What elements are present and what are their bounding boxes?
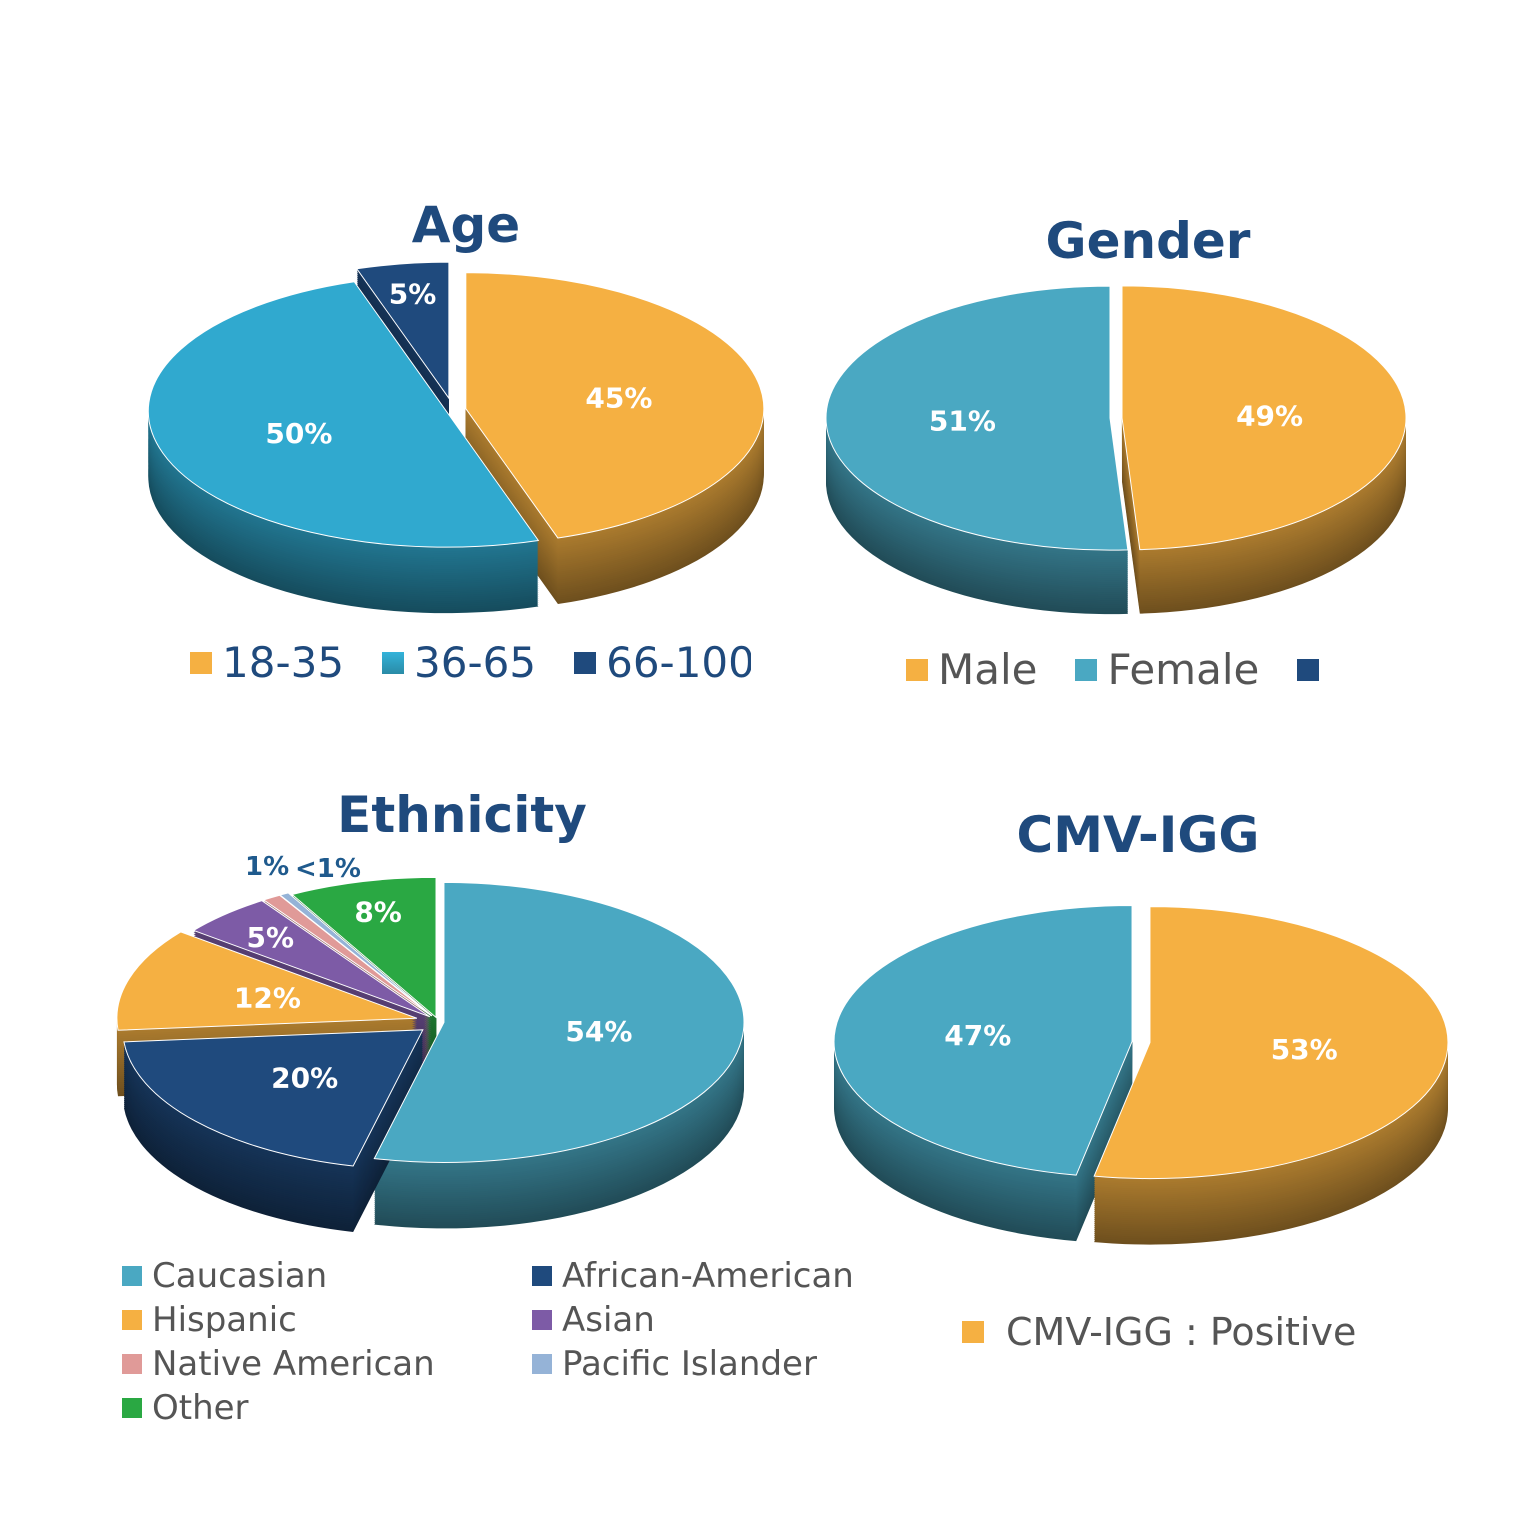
pie-slice-18-35	[465, 272, 765, 539]
data-label: 47%	[944, 1019, 1011, 1052]
legend-item-cmv-positive: CMV-IGG : Positive	[962, 1310, 1356, 1354]
legend-swatch	[122, 1266, 142, 1286]
legend-item-caucasian: Caucasian	[122, 1256, 532, 1296]
pie-slice-hispanic	[116, 931, 418, 1031]
legend-swatch	[122, 1310, 142, 1330]
legend-item-pacific-islander: Pacific Islander	[532, 1344, 892, 1384]
pie-slice-other	[291, 876, 437, 1019]
age-legend: 18-35 36-65 66-100	[190, 638, 789, 687]
legend-label: Caucasian	[152, 1256, 328, 1296]
gender-legend: Male Female	[906, 645, 1367, 694]
ethnicity-legend: Caucasian African-American Hispanic Asia…	[122, 1256, 892, 1428]
pie-slice-pacific-islander	[278, 892, 433, 1017]
data-label: 5%	[389, 277, 437, 310]
legend-swatch	[962, 1321, 984, 1343]
legend-item-male: Male	[906, 645, 1037, 694]
legend-label: Native American	[152, 1344, 435, 1384]
pie-slice-african-american	[123, 1029, 424, 1167]
data-label: 20%	[271, 1061, 338, 1094]
legend-item-66-100: 66-100	[574, 638, 751, 687]
legend-item-18-35: 18-35	[190, 638, 344, 687]
legend-label: Female	[1107, 645, 1260, 694]
data-label: 5%	[247, 921, 295, 954]
legend-item-unlabeled	[1297, 658, 1329, 681]
legend-swatch	[382, 651, 405, 674]
data-label: 8%	[354, 896, 402, 929]
data-label: 45%	[585, 382, 652, 415]
data-label: 49%	[1236, 400, 1303, 433]
legend-swatch	[532, 1310, 552, 1330]
cmv-legend: CMV-IGG : Positive	[962, 1310, 1394, 1354]
pie-slice-asian	[192, 900, 431, 1018]
pie-ethnicity: 54% 20% 12% 5% 8%	[116, 876, 745, 1233]
legend-swatch	[574, 651, 597, 674]
data-label: 12%	[234, 981, 301, 1014]
cmv-title: CMV-IGG	[1016, 806, 1260, 864]
pie-slice-female	[825, 285, 1129, 551]
data-label: 54%	[565, 1015, 632, 1048]
gender-title: Gender	[1045, 212, 1251, 270]
legend-item-36-65: 36-65	[382, 638, 536, 687]
legend-swatch	[190, 651, 212, 674]
legend-label: Pacific Islander	[562, 1344, 817, 1384]
legend-label: 36-65	[414, 638, 537, 687]
legend-item-asian: Asian	[532, 1300, 892, 1340]
legend-label: African-American	[562, 1256, 854, 1296]
legend-swatch	[1075, 658, 1098, 681]
legend-swatch	[122, 1354, 142, 1374]
legend-label: 18-35	[222, 638, 345, 687]
pie-slice-cmv-igg-positive	[1093, 906, 1449, 1180]
data-label: 50%	[265, 417, 332, 450]
pie-slice-caucasian	[373, 881, 745, 1163]
legend-label: Hispanic	[152, 1300, 297, 1340]
pie-gender: 49% 51%	[825, 285, 1407, 615]
pie-slice-unlabeled	[833, 905, 1133, 1176]
legend-swatch	[532, 1266, 552, 1286]
age-title: Age	[411, 196, 521, 254]
legend-swatch	[1297, 658, 1320, 681]
legend-item-female: Female	[1075, 645, 1259, 694]
legend-label: 66-100	[606, 638, 752, 687]
pie-cmv-igg: 53% 47%	[833, 905, 1449, 1245]
legend-swatch	[532, 1354, 552, 1374]
legend-item-other: Other	[122, 1388, 532, 1428]
data-label-pacific-islander: <1%	[295, 854, 361, 884]
legend-label: Male	[938, 645, 1038, 694]
pie-slice-66-100	[355, 261, 450, 400]
ethnicity-title: Ethnicity	[337, 786, 587, 844]
legend-item-native-american: Native American	[122, 1344, 532, 1384]
legend-label: Other	[152, 1388, 249, 1428]
legend-swatch	[906, 658, 928, 681]
data-label-native-american: 1%	[245, 852, 290, 882]
pie-slice-36-65	[148, 281, 540, 548]
legend-swatch	[122, 1398, 142, 1418]
data-label: 53%	[1271, 1033, 1338, 1066]
data-label: 51%	[929, 404, 996, 437]
legend-item-african-american: African-American	[532, 1256, 892, 1296]
pie-slice-male	[1121, 285, 1407, 551]
pie-age: 45% 50% 5%	[148, 261, 765, 614]
legend-item-hispanic: Hispanic	[122, 1300, 532, 1340]
legend-label: CMV-IGG : Positive	[1006, 1310, 1357, 1354]
legend-label: Asian	[562, 1300, 655, 1340]
